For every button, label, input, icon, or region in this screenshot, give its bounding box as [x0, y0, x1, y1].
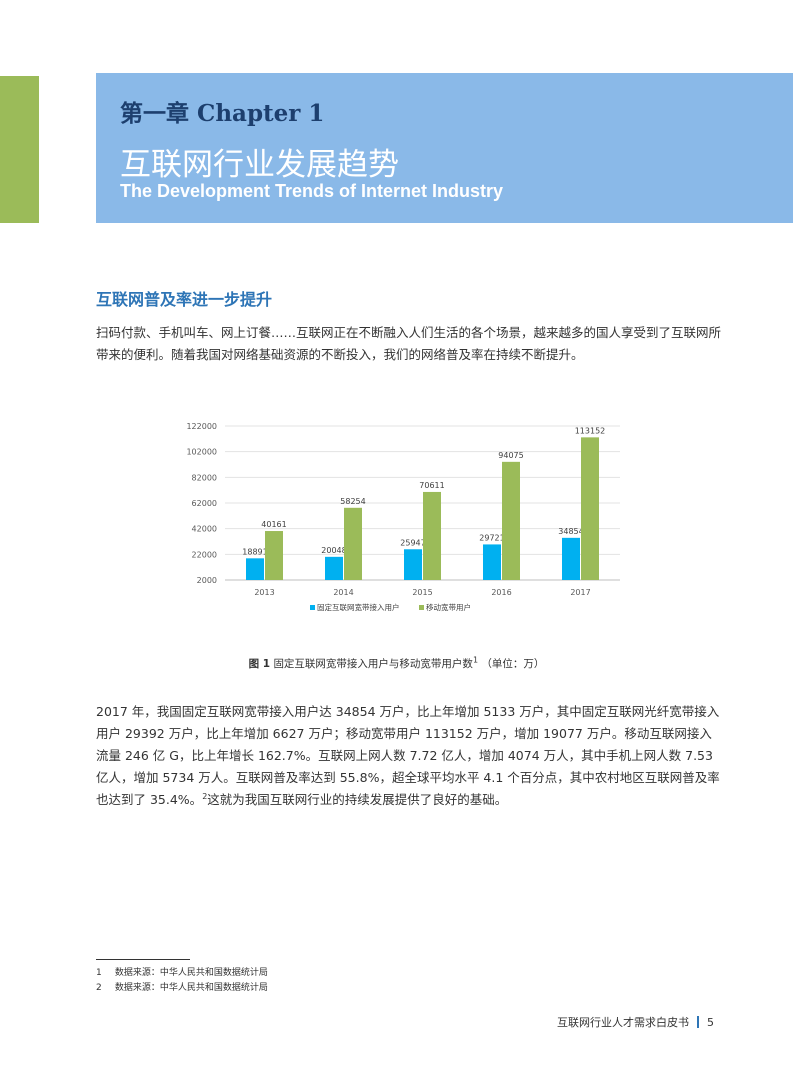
chart-gridlines [225, 425, 620, 581]
legend-label: 移动宽带用户 [426, 602, 471, 612]
body-text: 2017 年，我国固定互联网宽带接入用户达 34854 万户，比上年增加 513… [96, 704, 720, 807]
figure-unit: （单位：万） [481, 658, 545, 670]
bar-fixed [246, 558, 264, 580]
bar-chart: 2000 22000 42000 62000 82000 102000 122000 2013… [186, 422, 620, 612]
x-tick-label: 2016 [491, 588, 511, 597]
footer-book-title: 互联网行业人才需求白皮书 [557, 1016, 689, 1029]
y-tick-label: 22000 [192, 550, 217, 559]
legend-swatch [310, 605, 315, 610]
figure-label: 图 1 [248, 658, 271, 670]
chart-legend: 固定互联网宽带接入用户 移动宽带用户 [310, 602, 471, 612]
figure-title: 固定互联网宽带接入用户与移动宽带用户数 [273, 658, 473, 670]
body-paragraph: 2017 年，我国固定互联网宽带接入用户达 34854 万户，比上年增加 513… [96, 701, 721, 811]
section-heading: 互联网普及率进一步提升 [96, 290, 273, 309]
footnote-2-num: 2 [96, 983, 102, 993]
figure-caption: 图 1 固定互联网宽带接入用户与移动宽带用户数1 （单位：万） [0, 656, 793, 671]
legend-swatch [419, 605, 424, 610]
x-tick-label: 2014 [333, 588, 353, 597]
chart-bars: 18891 40161 20048 58254 25947 70611 29721 94075… [242, 426, 605, 580]
footnote-2-text: 数据来源：中华人民共和国数据统计局 [114, 983, 268, 993]
footer-separator [697, 1016, 699, 1028]
side-accent-bar [0, 76, 39, 223]
data-label: 94075 [498, 451, 523, 460]
y-tick-label: 82000 [192, 473, 217, 482]
chapter-title-cn: 互联网行业发展趋势 [120, 147, 399, 183]
legend-label: 固定互联网宽带接入用户 [317, 602, 400, 612]
x-tick-label: 2017 [570, 588, 590, 597]
data-label: 34854 [558, 527, 583, 536]
chart-axis-labels: 2000 22000 42000 62000 82000 102000 122000 2013… [186, 422, 590, 597]
bar-mobile [344, 507, 362, 580]
body-text-tail: 这就为我国互联网行业的持续发展提供了良好的基础。 [207, 792, 508, 807]
bar-mobile [581, 437, 599, 580]
data-label: 20048 [321, 546, 346, 555]
bar-mobile [423, 491, 441, 580]
data-label: 58254 [340, 497, 365, 506]
data-label: 113152 [575, 426, 606, 435]
page-number: 5 [707, 1016, 714, 1029]
chapter-title-en: The Development Trends of Internet Indus… [120, 181, 504, 201]
x-tick-label: 2015 [412, 588, 432, 597]
footnote-1-text: 数据来源：中华人民共和国数据统计局 [114, 968, 268, 978]
footnote-2: 2 数据来源：中华人民共和国数据统计局 [96, 980, 268, 993]
bar-mobile [502, 461, 520, 580]
footnote-rule [96, 959, 190, 960]
chapter-banner: 第一章 Chapter 1 互联网行业发展趋势 The Development … [96, 73, 793, 223]
y-tick-label: 2000 [197, 576, 217, 585]
data-label: 18891 [242, 547, 267, 556]
footnote-1-num: 1 [96, 968, 102, 978]
chapter-label: 第一章 Chapter 1 [120, 100, 325, 127]
bar-fixed [325, 556, 343, 580]
data-label: 29721 [479, 533, 504, 542]
y-tick-label: 42000 [192, 525, 217, 534]
x-tick-label: 2013 [254, 588, 274, 597]
data-label: 70611 [419, 481, 444, 490]
body-footnote-ref: 2 [202, 791, 208, 801]
bar-mobile [265, 531, 283, 580]
bar-fixed [562, 537, 580, 580]
page-footer: 互联网行业人才需求白皮书 5 [557, 1014, 714, 1030]
bar-fixed [404, 549, 422, 580]
data-label: 25947 [400, 538, 425, 547]
bar-fixed [483, 544, 501, 580]
y-tick-label: 122000 [186, 422, 217, 431]
y-tick-label: 102000 [186, 448, 217, 457]
figure-footnote-ref: 1 [472, 655, 479, 665]
data-label: 40161 [261, 520, 286, 529]
footnote-1: 1 数据来源：中华人民共和国数据统计局 [96, 965, 268, 978]
intro-paragraph: 扫码付款、手机叫车、网上订餐……互联网正在不断融入人们生活的各个场景，越来越多的… [96, 325, 722, 362]
y-tick-label: 62000 [192, 499, 217, 508]
